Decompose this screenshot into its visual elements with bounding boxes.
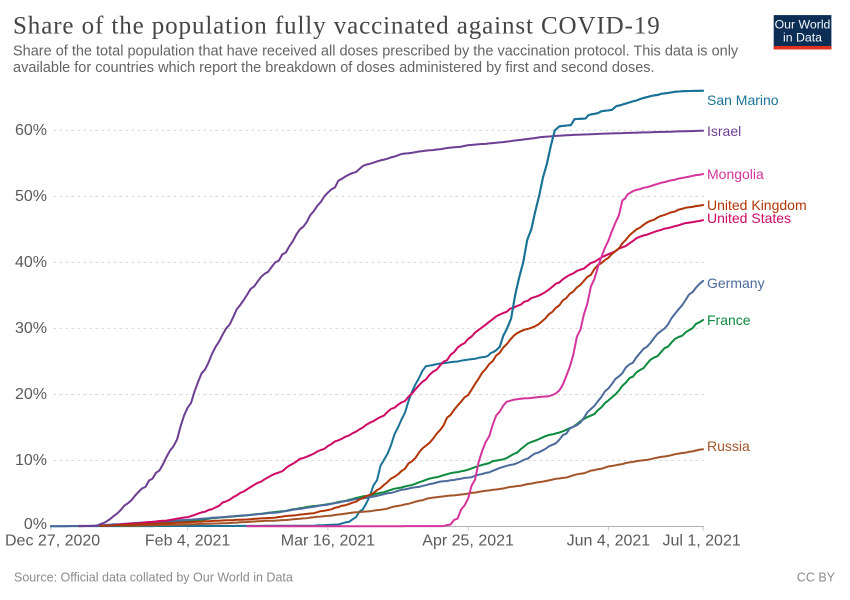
- svg-text:20%: 20%: [15, 386, 47, 403]
- svg-text:Feb 4, 2021: Feb 4, 2021: [145, 532, 231, 549]
- svg-text:Apr 25, 2021: Apr 25, 2021: [422, 532, 514, 549]
- svg-text:Israel: Israel: [707, 123, 741, 139]
- svg-text:in Data: in Data: [783, 31, 822, 45]
- svg-text:60%: 60%: [15, 122, 47, 139]
- svg-text:Share of the population fully: Share of the population fully vaccinated…: [13, 13, 661, 40]
- svg-text:Our World: Our World: [775, 18, 831, 32]
- svg-text:Mar 16, 2021: Mar 16, 2021: [281, 532, 375, 549]
- svg-text:San Marino: San Marino: [707, 92, 779, 108]
- svg-text:United Kingdom: United Kingdom: [707, 197, 807, 213]
- svg-text:40%: 40%: [15, 254, 47, 271]
- svg-text:50%: 50%: [15, 188, 47, 205]
- svg-text:Share of the total population: Share of the total population that have …: [13, 43, 739, 59]
- svg-text:Source: Official data collated: Source: Official data collated by Our Wo…: [14, 571, 293, 585]
- svg-text:France: France: [707, 312, 751, 328]
- svg-text:Jun 4, 2021: Jun 4, 2021: [567, 532, 651, 549]
- svg-text:Jul 1, 2021: Jul 1, 2021: [662, 532, 740, 549]
- svg-text:CC BY: CC BY: [797, 571, 836, 585]
- svg-text:0%: 0%: [24, 516, 47, 533]
- svg-text:Dec 27, 2020: Dec 27, 2020: [5, 532, 100, 549]
- svg-text:Mongolia: Mongolia: [707, 166, 764, 182]
- svg-text:available for countries which: available for countries which report the…: [13, 60, 655, 76]
- svg-text:Germany: Germany: [707, 275, 765, 291]
- svg-text:United States: United States: [707, 210, 791, 226]
- svg-text:Russia: Russia: [707, 438, 750, 454]
- svg-text:30%: 30%: [15, 320, 47, 337]
- svg-text:10%: 10%: [15, 452, 47, 469]
